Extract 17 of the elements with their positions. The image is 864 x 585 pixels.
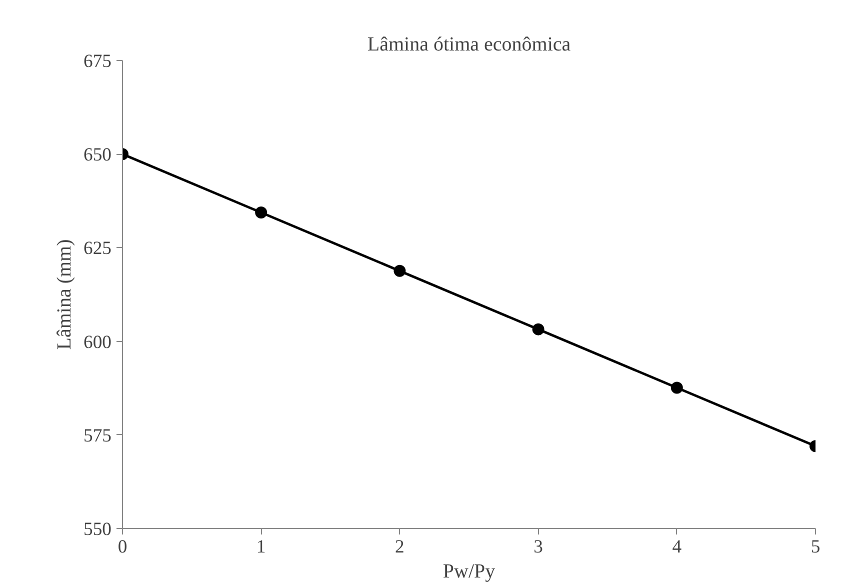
y-tick-label: 550 — [84, 519, 112, 540]
y-tick-label: 675 — [84, 51, 112, 72]
x-axis-title: Pw/Py — [442, 560, 496, 582]
y-tick-label: 575 — [84, 425, 112, 446]
x-tick-label: 0 — [118, 536, 128, 558]
x-tick-label: 5 — [810, 536, 820, 558]
x-tick-label: 4 — [672, 536, 682, 558]
x-tick-label: 3 — [534, 536, 543, 558]
y-tick-label: 600 — [84, 332, 112, 353]
x-tick-label: 2 — [395, 536, 404, 558]
y-axis-title: Lâmina (mm) — [54, 239, 76, 350]
chart-title: Lâmina ótima econômica — [367, 34, 571, 56]
y-tick-label: 625 — [84, 238, 112, 260]
y-tick-label: 650 — [84, 144, 112, 166]
point — [394, 264, 406, 277]
x-tick-label: 1 — [256, 536, 266, 558]
point — [532, 323, 544, 336]
